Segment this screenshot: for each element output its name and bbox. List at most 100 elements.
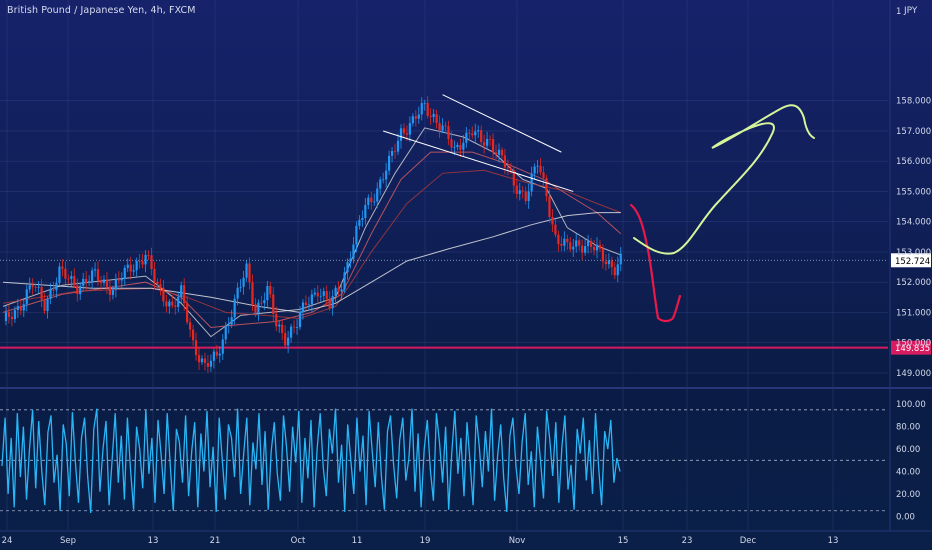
candle-body: [191, 329, 195, 341]
trendlines: [383, 94, 574, 192]
candle-body: [584, 246, 587, 253]
candle-body: [174, 305, 177, 307]
candle-body: [263, 300, 266, 304]
candle-body: [126, 264, 129, 268]
candle-body: [7, 312, 11, 317]
candle-body: [465, 132, 468, 143]
candle-body: [426, 102, 429, 116]
candle-body: [512, 170, 515, 186]
candle-body: [423, 102, 426, 104]
candle-body: [488, 138, 492, 140]
oscillator-tick-label: 100.00: [896, 400, 926, 410]
oscillator-tick-label: 40.00: [896, 468, 920, 478]
candle-body: [114, 278, 117, 290]
last-price-tag: [891, 253, 931, 268]
candle-body: [108, 286, 112, 295]
candle-body: [186, 303, 189, 323]
candle-body: [129, 264, 132, 272]
candle-body: [281, 324, 284, 334]
candle-body: [236, 287, 239, 299]
candle-body: [189, 322, 192, 330]
candle-body: [165, 301, 168, 307]
candle-body: [177, 297, 180, 307]
candle-body: [254, 304, 257, 314]
candle-body: [515, 185, 518, 194]
oscillator-tick-label: 60.00: [896, 445, 920, 455]
candle-body: [111, 289, 114, 295]
candle-body: [367, 197, 370, 205]
candles: [4, 96, 622, 373]
candle-body: [310, 294, 313, 305]
price-tick-label: 150.000: [896, 339, 931, 349]
candle-body: [159, 284, 162, 288]
candle-body: [352, 244, 355, 259]
candle-body: [123, 267, 126, 279]
candle-body: [429, 115, 432, 118]
moving-average-line: [2, 212, 621, 313]
candle-body: [399, 128, 403, 141]
candle-body: [572, 246, 575, 250]
support-price-tag: [891, 340, 931, 355]
candle-body: [85, 278, 88, 283]
candle-body: [613, 267, 616, 276]
candle-body: [382, 179, 385, 181]
candle-body: [569, 242, 572, 250]
candle-body: [483, 142, 486, 146]
candle-body: [334, 287, 337, 297]
candle-body: [364, 204, 367, 219]
candle-body: [331, 296, 334, 309]
oscillator-line: [1, 408, 621, 514]
candle-body: [37, 286, 40, 288]
candle-body: [67, 278, 70, 280]
candle-body: [135, 260, 138, 271]
candle-body: [462, 142, 465, 150]
red-projection-arrow: [629, 203, 682, 323]
candle-body: [450, 139, 453, 148]
price-tick-label: 152.000: [896, 278, 931, 288]
candle-body: [619, 253, 622, 265]
candle-body: [506, 167, 509, 169]
candle-body: [474, 131, 477, 136]
candle-body: [477, 130, 480, 132]
candle-body: [156, 281, 159, 285]
candle-body: [592, 246, 596, 251]
candle-body: [604, 261, 608, 265]
green-projection-path: [633, 104, 815, 255]
candle-body: [524, 191, 527, 202]
candle-body: [138, 260, 141, 262]
candle-body: [55, 282, 58, 291]
candle-body: [539, 165, 542, 173]
candle-body: [518, 190, 521, 194]
candle-body: [212, 351, 215, 361]
candle-body: [203, 358, 207, 364]
candle-body: [376, 188, 379, 202]
candle-body: [93, 269, 97, 271]
candle-body: [64, 268, 67, 279]
candle-body: [560, 243, 563, 246]
candle-body: [46, 298, 49, 311]
candle-body: [248, 263, 251, 283]
candle-body: [411, 116, 414, 124]
candle-body: [527, 191, 530, 202]
candle-body: [58, 266, 61, 283]
candle-body: [284, 333, 287, 346]
candle-body: [16, 306, 19, 310]
time-tick-label: Dec: [740, 536, 757, 546]
candle-body: [325, 291, 328, 299]
candle-body: [551, 216, 554, 225]
candle-body: [388, 155, 391, 171]
candle-body: [435, 114, 438, 123]
oscillator-tick-label: 20.00: [896, 490, 920, 500]
candle-body: [405, 133, 409, 135]
candle-body: [313, 292, 316, 295]
time-tick-label: Oct: [291, 536, 306, 546]
price-tick-label: 157.000: [896, 127, 931, 137]
candle-body: [197, 355, 201, 363]
candle-body: [355, 225, 358, 245]
candle-body: [471, 133, 474, 136]
candle-body: [595, 244, 599, 251]
candle-body: [99, 280, 103, 283]
candle-body: [346, 262, 349, 273]
candle-body: [242, 277, 245, 287]
